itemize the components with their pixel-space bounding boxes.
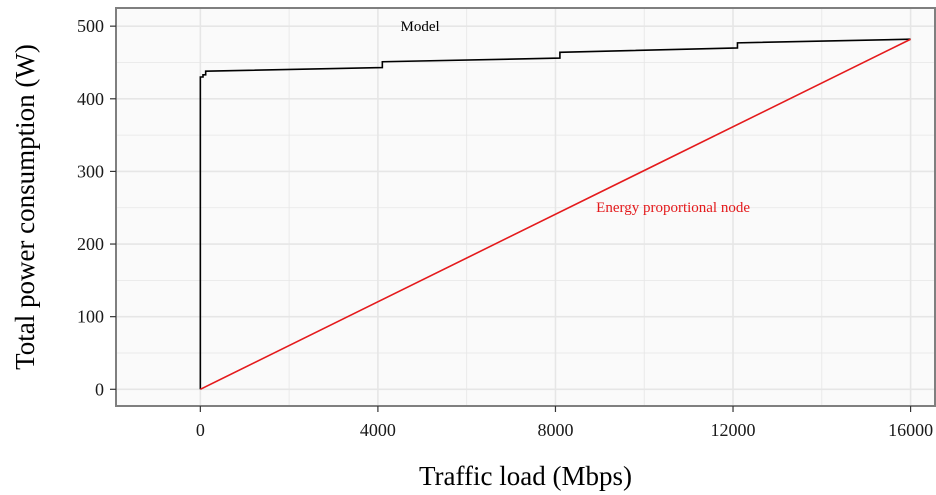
x-axis-title: Traffic load (Mbps) [419,461,632,491]
x-tick-label: 4000 [360,420,396,440]
y-tick-label: 100 [77,307,104,327]
x-tick-label: 8000 [537,420,573,440]
model-annotation: Model [400,19,439,35]
x-tick-label: 16000 [888,420,933,440]
model-series-line [199,38,911,390]
y-tick-label: 500 [77,16,104,36]
axis-ticks [110,25,912,412]
y-tick-label: 300 [77,161,104,181]
annotations: Model Energy proportional node [400,19,750,216]
y-tick-label: 200 [77,234,104,254]
tick-labels: 0 4000 8000 12000 16000 0 100 200 300 400 500 [77,16,933,440]
y-axis-title: Total power consumption (W) [10,44,40,370]
x-tick-label: 12000 [711,420,756,440]
y-tick-label: 0 [95,379,104,399]
series-layer [199,38,911,391]
energy-proportional-annotation: Energy proportional node [596,200,750,216]
energy-proportional-series-line [199,38,911,391]
x-tick-label: 0 [196,420,205,440]
plot-panel [116,8,935,406]
plot-border [115,7,936,407]
grid-lines [116,8,935,406]
y-tick-label: 400 [77,89,104,109]
